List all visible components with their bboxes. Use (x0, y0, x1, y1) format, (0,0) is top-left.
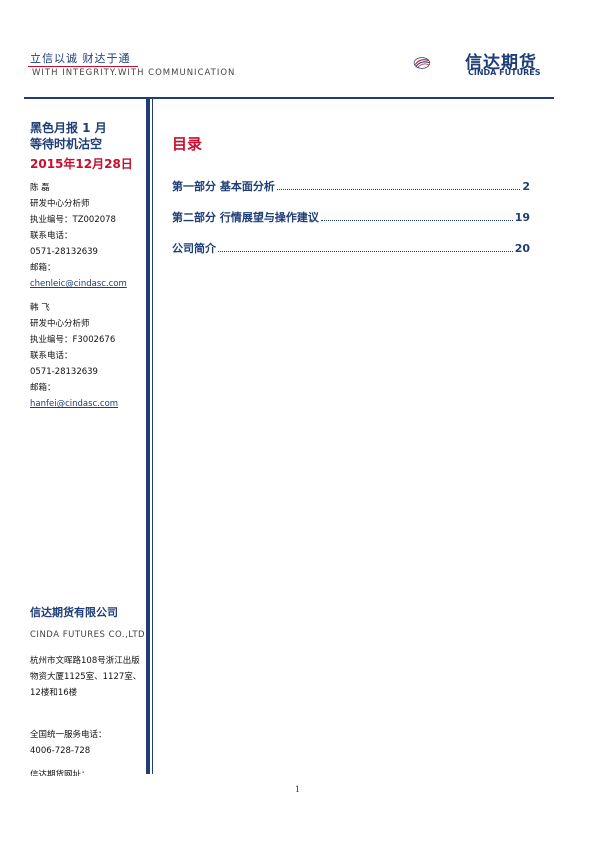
logo-chinese-name: 信达期货 (465, 53, 537, 73)
service-phone-label: 全国统一服务电话： (30, 730, 107, 740)
service-info: 全国统一服务电话： 4006-728-728 信达期货网址： (30, 727, 107, 776)
analyst-email-label: 邮箱： (30, 383, 56, 393)
company-address: 杭州市文晖路108号浙江出版物资大厦1125室、1127室、12楼和16楼 (30, 656, 142, 698)
logo-english-name: CINDA FUTURES (468, 68, 541, 77)
toc-leader-dots (320, 220, 513, 221)
toc-title: 目录 (172, 135, 203, 153)
page-number: 1 (294, 785, 301, 794)
toc-entry[interactable]: 公司简介 20 (172, 240, 530, 256)
report-title: 黑色月报 1 月 等待时机沽空 (30, 120, 107, 152)
header-divider (24, 97, 554, 99)
motto-chinese: 立信以诚 财达于通 (30, 52, 131, 65)
toc-entry[interactable]: 第二部分 行情展望与操作建议 19 (172, 209, 530, 225)
toc-entry-label: 公司简介 (172, 242, 216, 255)
website-label: 信达期货网址： (30, 770, 90, 776)
report-title-line2: 等待时机沽空 (30, 137, 103, 151)
analyst-license: 执业编号：F3002676 (30, 335, 116, 345)
analyst-license: 执业编号：TZ002078 (30, 215, 116, 225)
analyst-card: 陈 磊 研发中心分析师 执业编号：TZ002078 联系电话： 0571-281… (30, 180, 127, 292)
toc-entry-label: 第二部分 行情展望与操作建议 (172, 211, 319, 224)
motto-english: WITH INTEGRITY.WITH COMMUNICATION (32, 68, 236, 78)
analyst-email-link[interactable]: chenleic@cindasc.com (30, 279, 127, 289)
toc-leader-dots (218, 251, 513, 252)
company-name: 信达期货有限公司 (30, 606, 118, 619)
analyst-role: 研发中心分析师 (30, 319, 90, 329)
company-english-name: CINDA FUTURES CO.,LTD (30, 630, 146, 640)
analyst-phone-label: 联系电话： (30, 231, 73, 241)
analyst-phone: 0571-28132639 (30, 367, 98, 377)
sidebar-divider-thin (152, 98, 153, 774)
analyst-email-link[interactable]: hanfei@cindasc.com (30, 399, 119, 409)
cinda-logo-icon (413, 57, 431, 69)
toc-entry-page: 20 (514, 242, 530, 255)
service-phone: 4006-728-728 (30, 746, 91, 756)
toc-entry-page: 19 (514, 211, 530, 224)
toc-entry-page: 2 (522, 180, 530, 193)
toc-leader-dots (276, 189, 521, 190)
motto-underline (28, 66, 138, 67)
analyst-name: 韩 飞 (30, 303, 50, 313)
toc-entry[interactable]: 第一部分 基本面分析 2 (172, 178, 530, 194)
sidebar-divider (146, 98, 150, 774)
analyst-role: 研发中心分析师 (30, 199, 90, 209)
analyst-card: 韩 飞 研发中心分析师 执业编号：F3002676 联系电话： 0571-281… (30, 300, 118, 412)
analyst-phone: 0571-28132639 (30, 247, 98, 257)
report-date: 2015年12月28日 (30, 157, 133, 171)
report-title-line1: 黑色月报 1 月 (30, 121, 107, 135)
analyst-email-label: 邮箱： (30, 263, 56, 273)
analyst-phone-label: 联系电话： (30, 351, 73, 361)
analyst-name: 陈 磊 (30, 183, 50, 193)
toc-entry-label: 第一部分 基本面分析 (172, 180, 275, 193)
